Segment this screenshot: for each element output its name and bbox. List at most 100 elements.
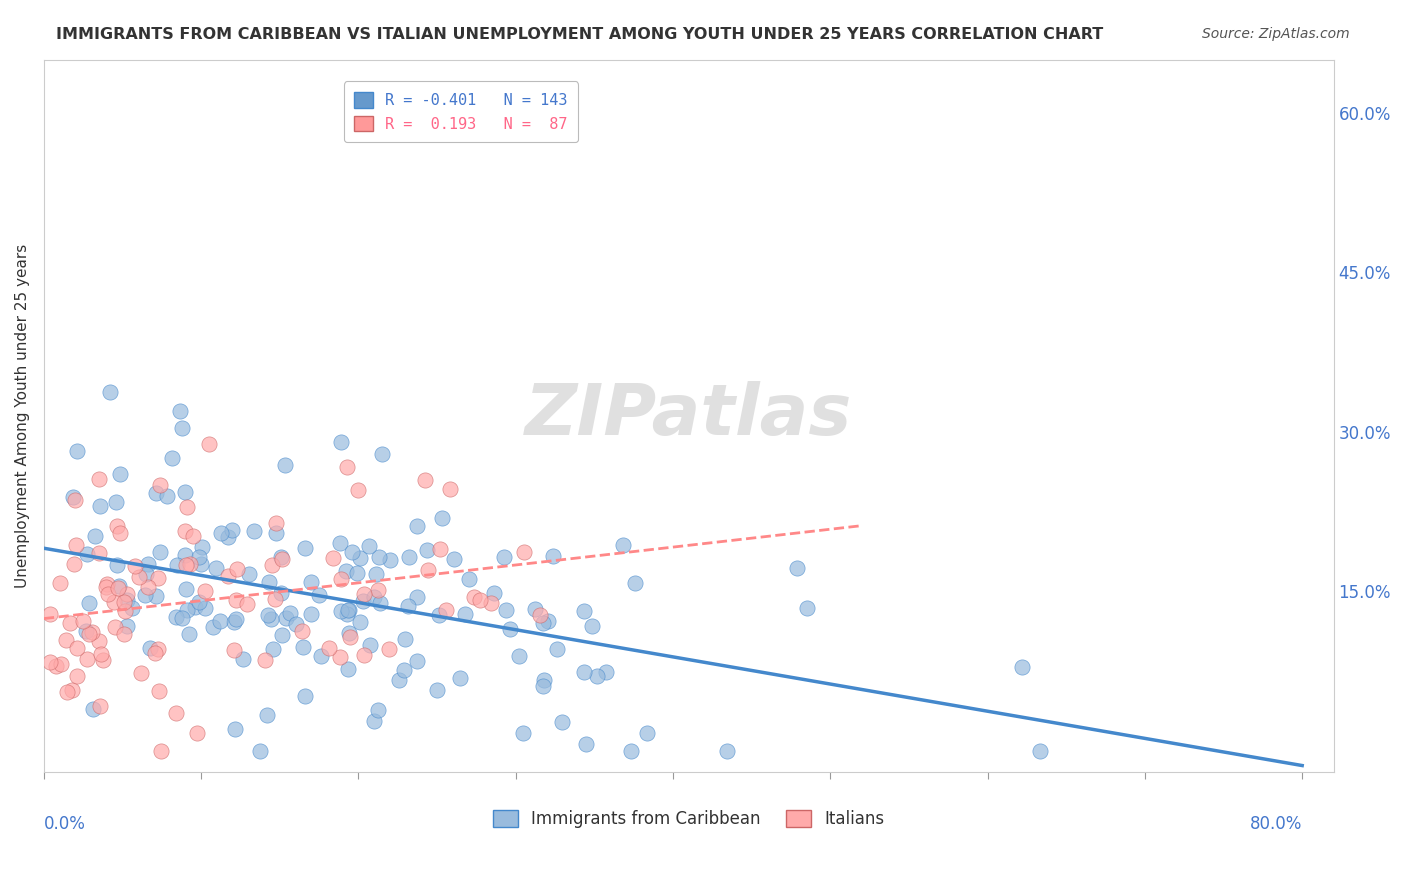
Point xyxy=(337,603,360,617)
Point xyxy=(143,646,166,660)
Point xyxy=(166,558,188,573)
Point xyxy=(405,590,427,604)
Point xyxy=(318,641,340,656)
Point xyxy=(243,524,266,538)
Point xyxy=(165,706,187,720)
Point xyxy=(225,562,247,576)
Point xyxy=(335,607,357,621)
Point xyxy=(329,434,352,449)
Point xyxy=(117,587,139,601)
Point xyxy=(595,665,617,680)
Point xyxy=(620,744,643,758)
Point xyxy=(1029,744,1052,758)
Point xyxy=(172,611,194,625)
Point xyxy=(353,648,375,662)
Point xyxy=(353,587,375,601)
Point xyxy=(174,558,197,572)
Point xyxy=(146,642,169,657)
Point xyxy=(65,641,87,656)
Point xyxy=(299,607,322,622)
Point xyxy=(51,657,73,672)
Point xyxy=(115,618,138,632)
Point xyxy=(427,608,450,623)
Point xyxy=(232,651,254,665)
Text: 0.0%: 0.0% xyxy=(44,814,86,832)
Point xyxy=(174,524,197,538)
Point xyxy=(89,633,111,648)
Point xyxy=(65,538,87,552)
Point xyxy=(194,600,217,615)
Point xyxy=(270,628,292,642)
Point xyxy=(176,603,198,617)
Point xyxy=(222,615,245,629)
Point xyxy=(139,640,162,655)
Point xyxy=(368,596,391,610)
Point xyxy=(145,590,167,604)
Point xyxy=(149,478,172,492)
Point xyxy=(434,603,457,617)
Point xyxy=(72,614,94,628)
Point xyxy=(160,450,183,465)
Point xyxy=(90,648,112,662)
Point xyxy=(449,671,471,685)
Point xyxy=(115,592,138,607)
Point xyxy=(468,592,491,607)
Point xyxy=(89,499,111,513)
Point xyxy=(337,626,360,640)
Point xyxy=(225,592,247,607)
Point xyxy=(367,703,389,717)
Point xyxy=(169,404,191,418)
Point xyxy=(148,571,170,585)
Point xyxy=(55,632,77,647)
Point xyxy=(194,583,217,598)
Point xyxy=(367,582,389,597)
Point xyxy=(585,669,607,683)
Point xyxy=(378,553,401,567)
Point xyxy=(112,627,135,641)
Point xyxy=(114,604,136,618)
Point xyxy=(225,612,247,626)
Point xyxy=(284,617,307,632)
Point xyxy=(105,519,128,533)
Point xyxy=(339,630,361,644)
Point xyxy=(198,437,221,451)
Point xyxy=(45,658,67,673)
Point xyxy=(190,558,212,572)
Point xyxy=(138,557,160,571)
Text: 80.0%: 80.0% xyxy=(1250,814,1302,832)
Point xyxy=(75,624,97,639)
Point xyxy=(274,611,297,625)
Point xyxy=(191,540,214,554)
Point xyxy=(82,702,104,716)
Point xyxy=(270,586,292,600)
Point xyxy=(201,620,224,634)
Text: ZIPatlas: ZIPatlas xyxy=(524,381,852,450)
Point xyxy=(224,722,246,736)
Point xyxy=(398,550,420,565)
Point xyxy=(531,615,554,630)
Point xyxy=(612,537,634,551)
Point xyxy=(60,682,83,697)
Point xyxy=(364,567,387,582)
Point xyxy=(796,601,818,615)
Point xyxy=(84,529,107,543)
Point xyxy=(208,614,231,628)
Point xyxy=(62,490,84,504)
Point xyxy=(205,560,228,574)
Point xyxy=(531,679,554,693)
Point xyxy=(508,649,530,664)
Point xyxy=(292,640,315,654)
Point xyxy=(89,698,111,713)
Point xyxy=(181,529,204,543)
Text: IMMIGRANTS FROM CARIBBEAN VS ITALIAN UNEMPLOYMENT AMONG YOUTH UNDER 25 YEARS COR: IMMIGRANTS FROM CARIBBEAN VS ITALIAN UNE… xyxy=(56,27,1104,42)
Point xyxy=(76,547,98,561)
Point xyxy=(94,581,117,595)
Point xyxy=(253,653,276,667)
Point xyxy=(299,574,322,589)
Point xyxy=(330,604,353,618)
Point xyxy=(66,443,89,458)
Point xyxy=(543,549,565,563)
Point xyxy=(249,744,271,758)
Point xyxy=(217,569,239,583)
Point xyxy=(264,526,287,541)
